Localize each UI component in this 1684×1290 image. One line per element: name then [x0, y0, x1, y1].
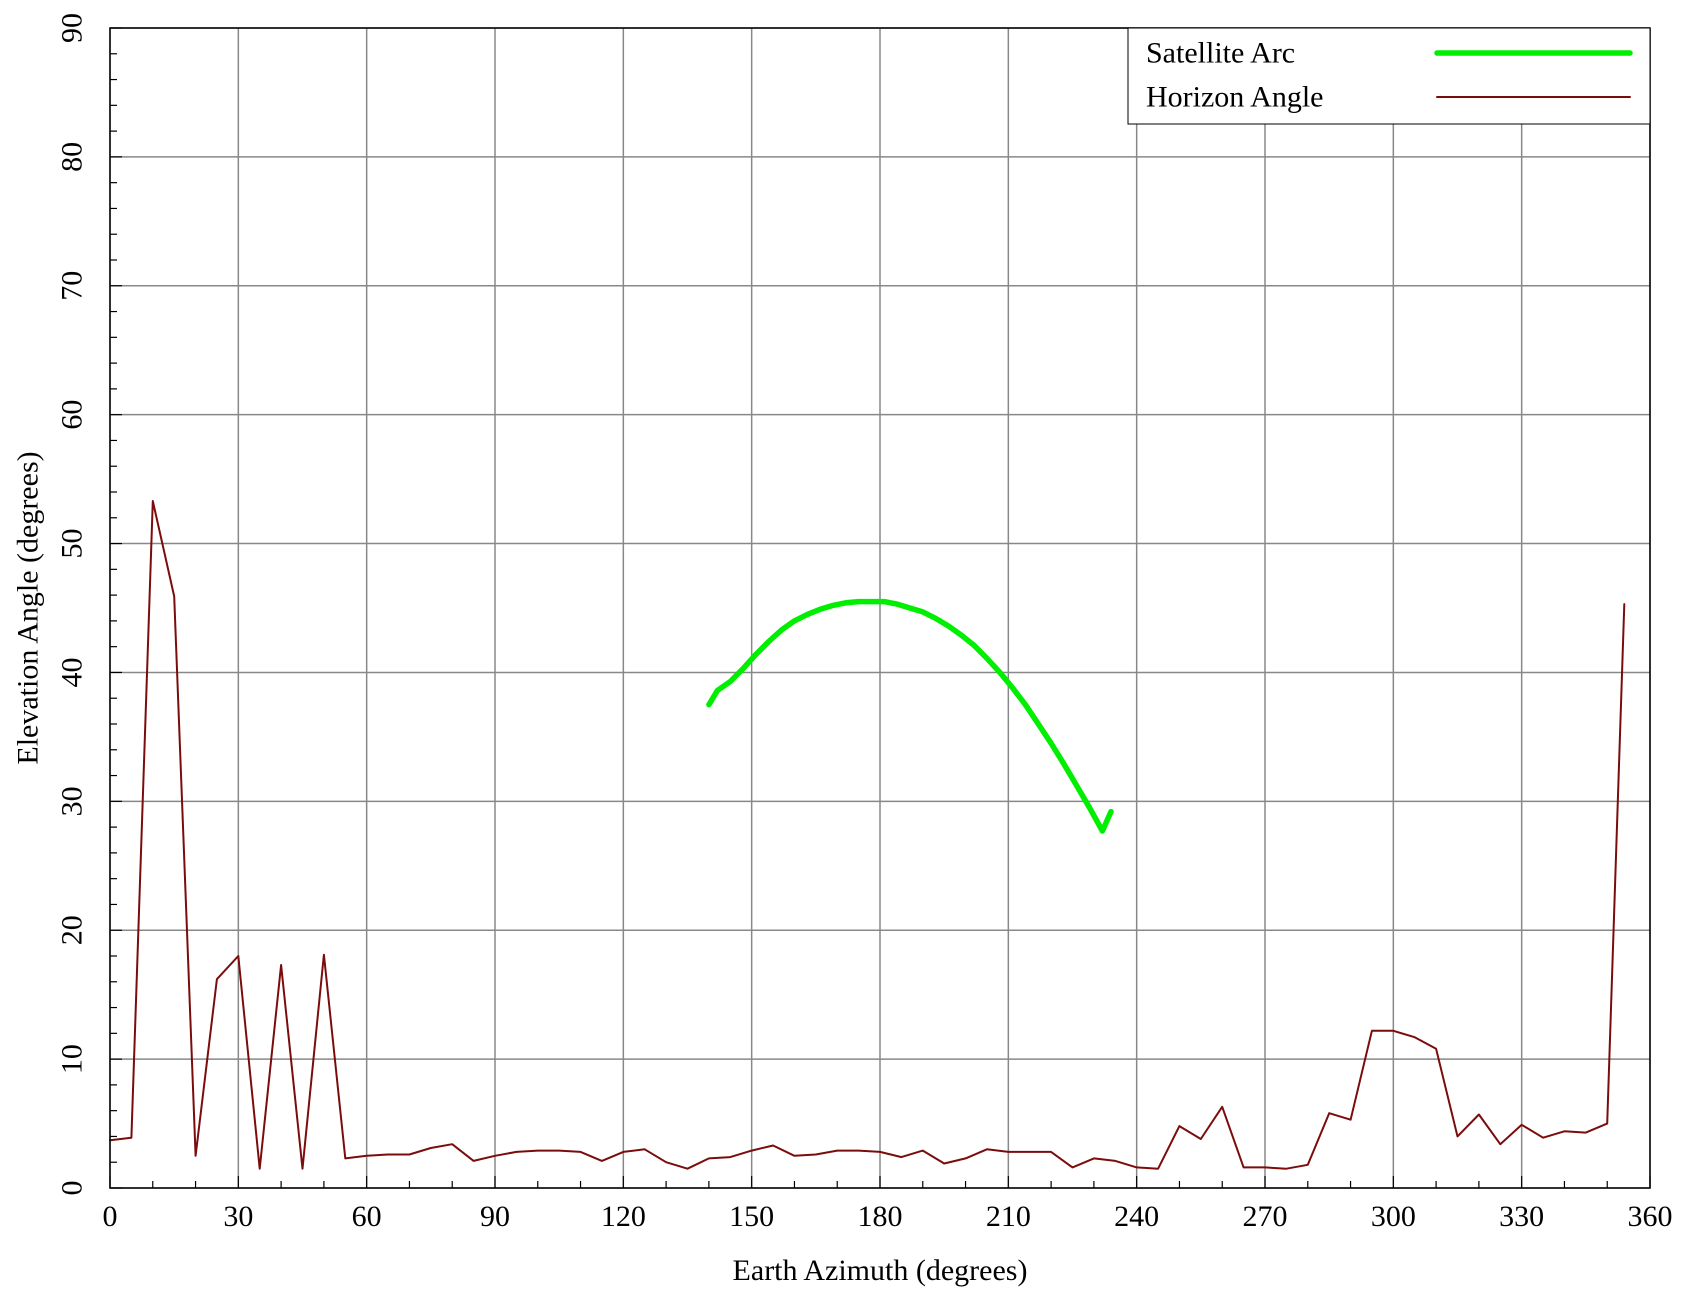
series-layer [109, 500, 1626, 1170]
y-tick-label: 0 [56, 1181, 89, 1196]
y-tick-label: 60 [56, 400, 89, 430]
x-tick-label: 240 [1114, 1200, 1159, 1233]
y-tick-label: 70 [56, 271, 89, 301]
x-tick-label: 150 [729, 1200, 774, 1233]
plot-frame [109, 27, 1651, 1189]
x-tick-label: 300 [1371, 1200, 1416, 1233]
x-tick-label: 360 [1628, 1200, 1673, 1233]
grid-lines [109, 27, 1651, 1189]
horizon-angle-line [109, 500, 1626, 1170]
x-tick-label: 0 [103, 1200, 118, 1233]
y-tick-label: 40 [56, 657, 89, 687]
legend-label-horizon-angle: Horizon Angle [1146, 81, 1323, 114]
y-tick-label: 50 [56, 529, 89, 559]
y-tick-label: 30 [56, 786, 89, 816]
x-tick-label: 90 [480, 1200, 510, 1233]
legend-label-satellite-arc: Satellite Arc [1146, 37, 1295, 70]
minor-ticks [109, 27, 1651, 1189]
x-tick-label: 60 [352, 1200, 382, 1233]
y-tick-label: 20 [56, 915, 89, 945]
legend-box [1127, 27, 1651, 125]
y-axis-title: Elevation Angle (degrees) [12, 451, 45, 764]
y-tick-label: 90 [56, 13, 89, 43]
x-tick-label: 330 [1499, 1200, 1544, 1233]
x-tick-label: 30 [223, 1200, 253, 1233]
x-tick-label: 120 [601, 1200, 646, 1233]
x-tick-label: 180 [858, 1200, 903, 1233]
legend: Satellite Arc Horizon Angle [1127, 27, 1651, 125]
satellite-arc-line [706, 598, 1114, 834]
tick-labels: 0 30 60 90 120 150 180 210 240 270 300 330 360 0 10 20 3… [56, 13, 1673, 1233]
x-tick-label: 210 [986, 1200, 1031, 1233]
y-tick-label: 80 [56, 142, 89, 172]
x-tick-label: 270 [1243, 1200, 1288, 1233]
y-tick-label: 10 [56, 1044, 89, 1074]
x-axis-title: Earth Azimuth (degrees) [733, 1254, 1028, 1287]
